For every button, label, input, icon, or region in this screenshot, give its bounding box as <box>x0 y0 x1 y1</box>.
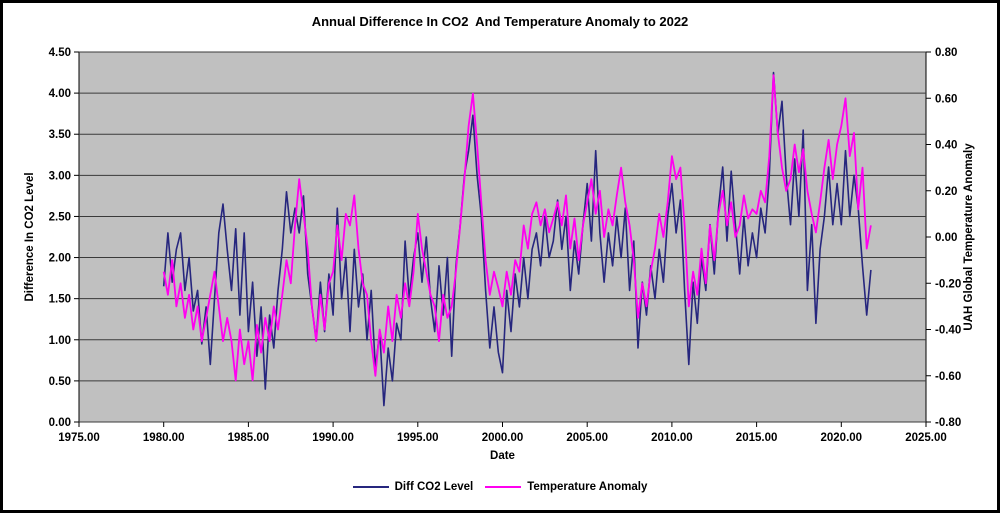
y-left-tick-label: 4.50 <box>49 47 71 59</box>
y-left-tick-label: 3.50 <box>49 129 71 141</box>
legend-line-sample-icon <box>352 486 389 488</box>
y-right-tick-label: -0.20 <box>935 278 961 290</box>
y-left-tick-label: 0.00 <box>49 417 71 429</box>
chart-title: Annual Difference In CO2 And Temperature… <box>311 14 689 29</box>
y-left-tick-label: 2.00 <box>49 253 71 265</box>
x-tick-label: 1975.00 <box>58 432 100 444</box>
y-right-tick-label: -0.40 <box>935 325 961 337</box>
y-right-tick-label: -0.80 <box>935 417 961 429</box>
x-tick-label: 1985.00 <box>228 432 270 444</box>
y-right-tick-label: 0.40 <box>935 140 957 152</box>
y-left-tick-label: 3.00 <box>49 170 71 182</box>
y-left-tick-label: 1.50 <box>49 294 71 306</box>
y-left-tick-label: 4.00 <box>49 88 71 100</box>
x-tick-label: 2000.00 <box>482 432 524 444</box>
x-tick-label: 2015.00 <box>736 432 778 444</box>
y-right-tick-label: 0.20 <box>935 186 957 198</box>
y-right-tick-label: -0.60 <box>935 371 961 383</box>
y-right-tick-label: 0.00 <box>935 232 957 244</box>
y-right-tick-label: 0.60 <box>935 93 957 105</box>
x-tick-label: 1980.00 <box>143 432 185 444</box>
x-tick-label: 1990.00 <box>312 432 354 444</box>
y-right-tick-label: 0.80 <box>935 47 957 59</box>
legend-item-temperature-anomaly[interactable]: Temperature Anomaly <box>485 481 647 493</box>
x-tick-label: 2020.00 <box>821 432 863 444</box>
legend-item-label: Diff CO2 Level <box>394 481 474 493</box>
legend-item-diff-co2-level[interactable]: Diff CO2 Level <box>352 481 474 493</box>
legend-item-label: Temperature Anomaly <box>527 481 648 493</box>
diff-co2-series-line[interactable] <box>162 71 872 407</box>
legend-line-sample-icon <box>485 486 522 488</box>
x-tick-label: 1995.00 <box>397 432 439 444</box>
y-left-tick-label: 1.00 <box>49 335 71 347</box>
x-tick-label: 2025.00 <box>905 432 947 444</box>
chart-legend: Diff CO2 Level Temperature Anomaly <box>3 481 997 493</box>
y-left-tick-label: 2.50 <box>49 211 71 223</box>
x-axis-title: Date <box>490 450 515 462</box>
temperature-anomaly-series-line[interactable] <box>162 74 872 382</box>
x-tick-label: 2005.00 <box>566 432 608 444</box>
chart-canvas: 0.00 0.50 1.00 1.50 2.00 2.50 3.00 3.50 4.00 4.50… <box>49 47 962 444</box>
y-left-tick-label: 0.50 <box>49 376 71 388</box>
x-tick-label: 2010.00 <box>651 432 693 444</box>
